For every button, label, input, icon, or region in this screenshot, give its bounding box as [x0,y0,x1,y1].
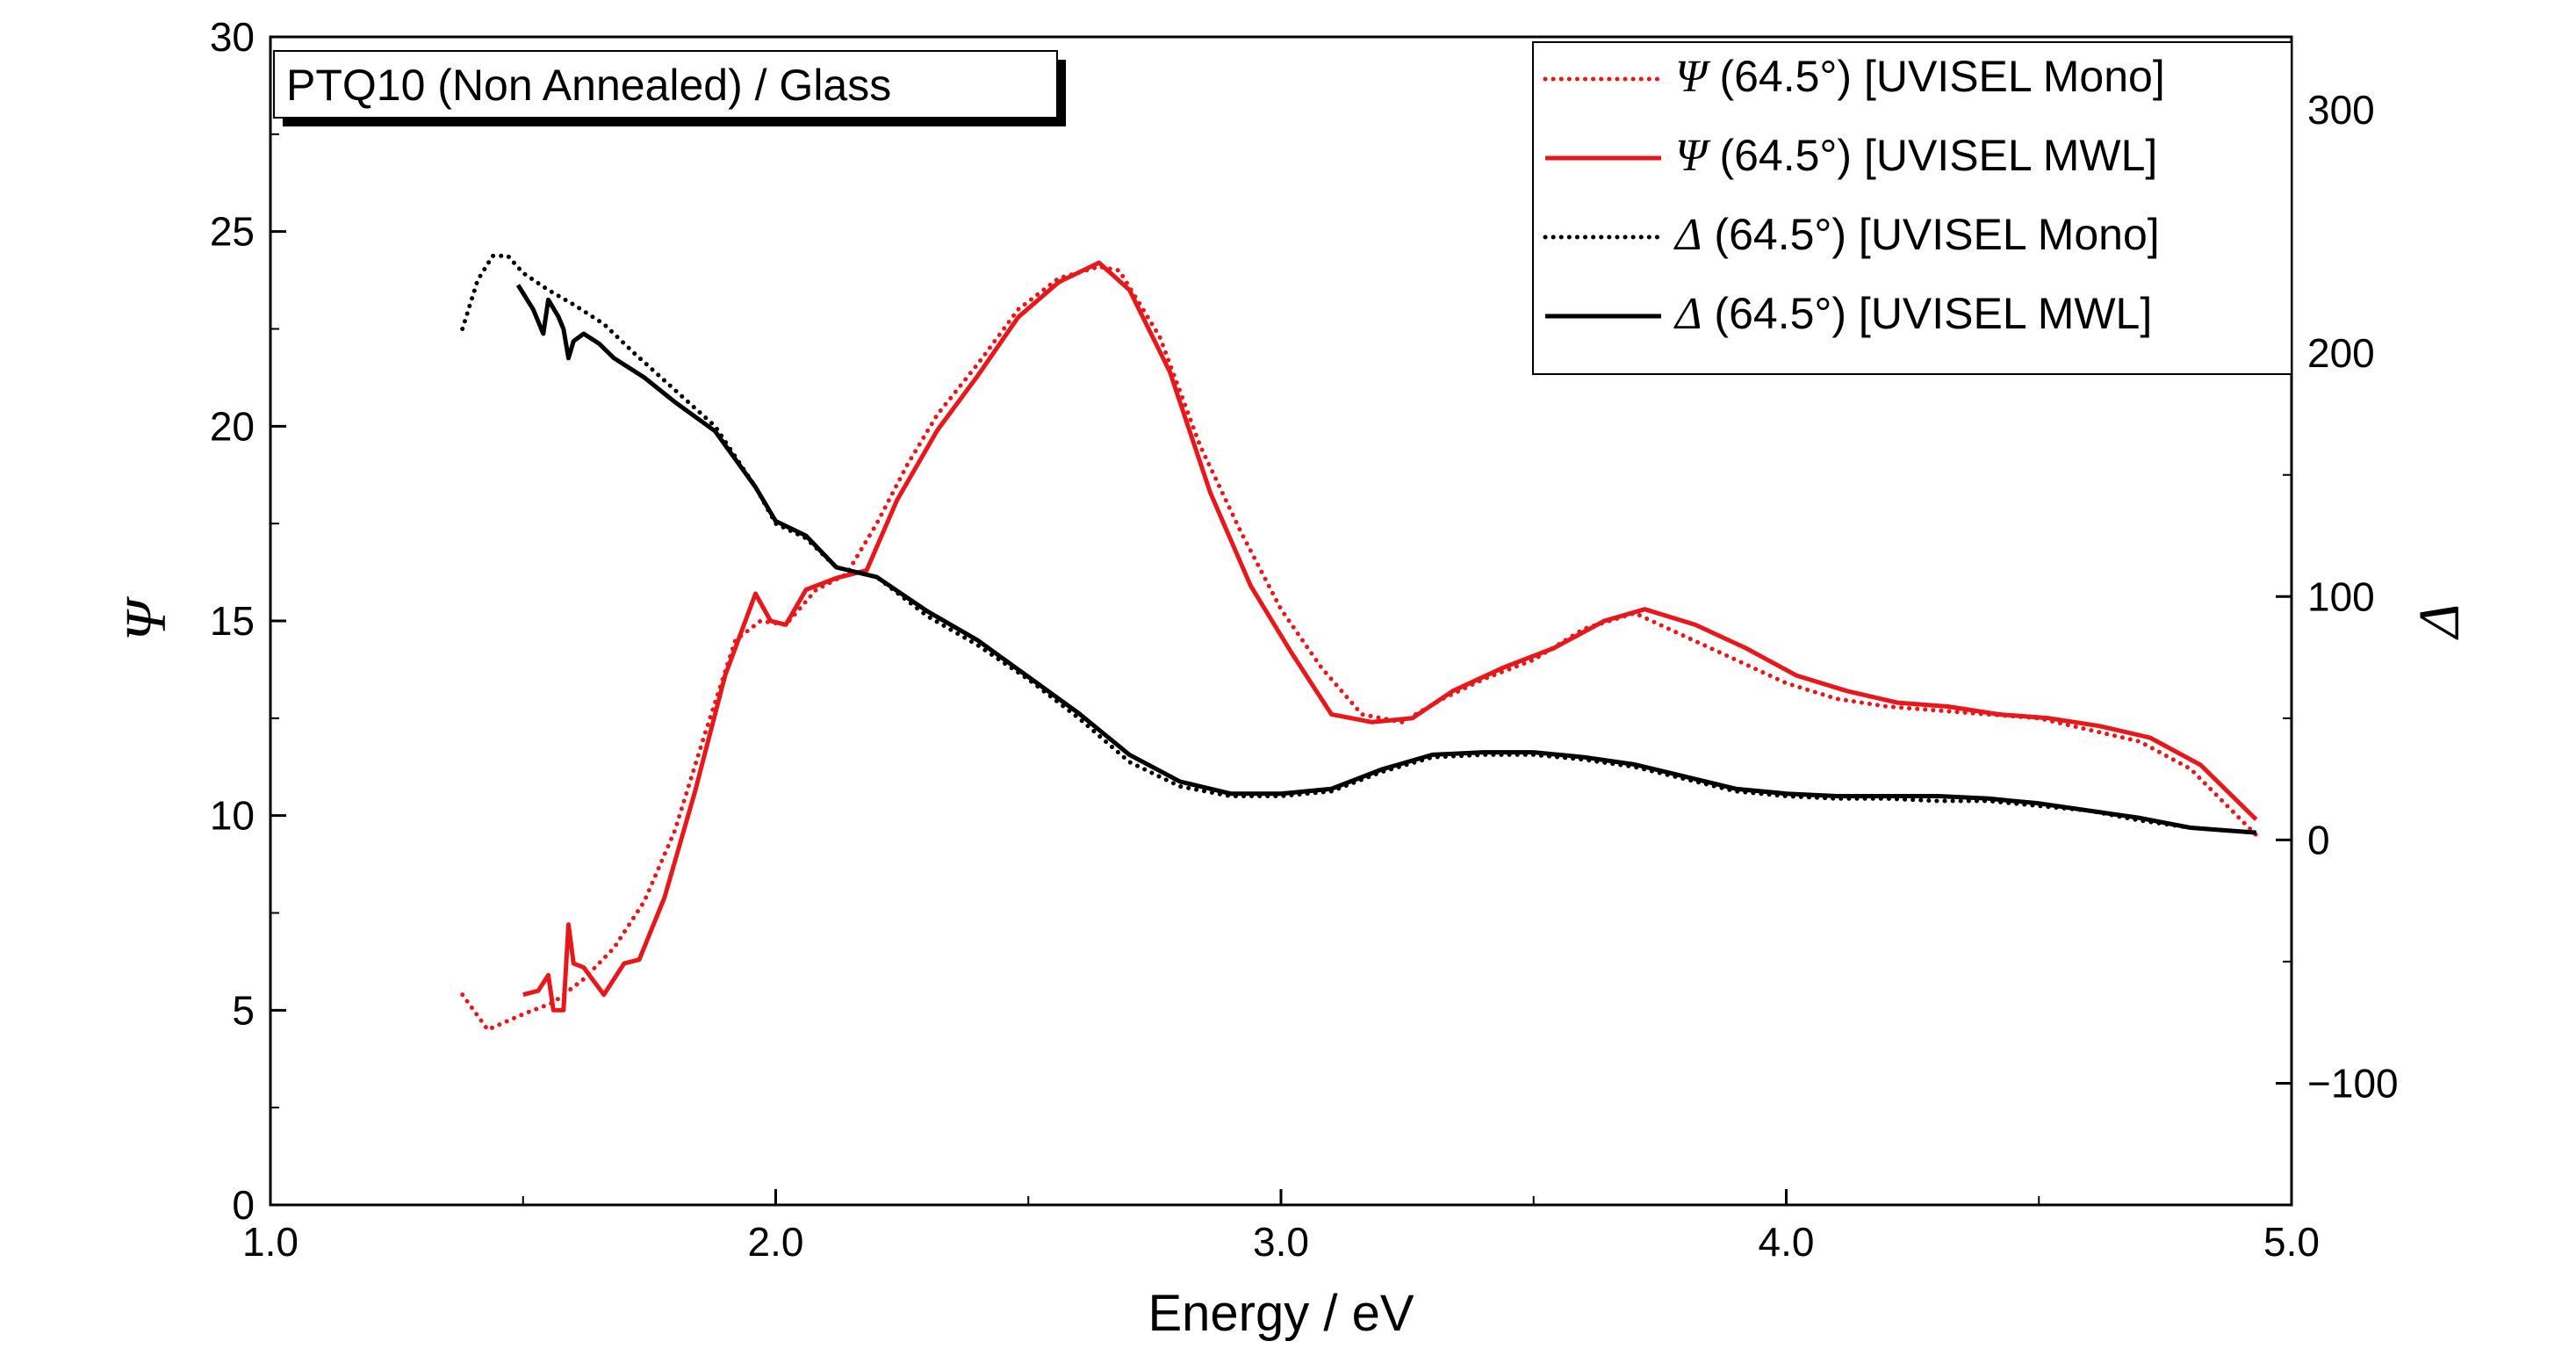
series-line-2 [522,260,2258,1013]
y-right-axis-title: Δ [2407,604,2472,641]
y-right-tick-label: 0 [2307,817,2330,862]
y-left-tick-label: 5 [232,987,255,1033]
legend-symbol: Δ [1673,289,1702,339]
x-tick-label: 4.0 [1759,1219,1815,1265]
sample-label: PTQ10 (Non Annealed) / Glass [286,61,891,110]
ticks-layer: 1.0 2.0 3.0 4.0 5.0 0 5 10 15 20 25 30 −100 0 100 200 30… [210,14,2399,1265]
x-tick-label: 5.0 [2263,1219,2320,1265]
legend-label-4: Δ (64.5°) [UVISEL MWL] [1673,289,2152,339]
legend-symbol: Ψ [1675,131,1711,181]
y-right-tick-label: 300 [2307,87,2375,133]
y-right-tick-label: 200 [2307,330,2375,376]
y-left-axis-title: Ψ [114,595,178,641]
legend-label-3: Δ (64.5°) [UVISEL Mono] [1673,210,2160,260]
sample-label-frame [273,50,1058,119]
x-axis-title: Energy / eV [1148,1285,1414,1342]
legend-label-2: Ψ (64.5°) [UVISEL MWL] [1675,131,2157,181]
series-line-4 [515,284,2256,835]
y-left-tick-label: 20 [210,403,255,449]
y-left-tick-label: 25 [210,209,255,255]
x-tick-label: 3.0 [1253,1219,1309,1265]
y-left-tick-label: 30 [210,14,255,60]
series-line-3 [460,253,2259,835]
y-right-tick-label: −100 [2307,1060,2399,1106]
series-layer [460,253,2259,1032]
y-left-tick-label: 0 [232,1182,255,1228]
legend-label-1: Ψ (64.5°) [UVISEL Mono] [1675,52,2165,102]
y-left-tick-label: 10 [210,793,255,839]
legend-label-text: (64.5°) [UVISEL Mono] [1708,52,2165,101]
legend-label-text: (64.5°) [UVISEL Mono] [1702,210,2160,259]
sample-label-box: PTQ10 (Non Annealed) / Glass [273,50,1066,126]
legend: Ψ (64.5°) [UVISEL Mono]Ψ (64.5°) [UVISEL… [1532,41,2292,375]
y-right-tick-label: 100 [2307,573,2375,619]
legend-label-text: (64.5°) [UVISEL MWL] [1708,131,2158,180]
y-left-tick-label: 15 [210,598,255,644]
legend-symbol: Δ [1673,210,1702,260]
x-tick-label: 2.0 [748,1219,804,1265]
legend-label-text: (64.5°) [UVISEL MWL] [1702,289,2153,338]
legend-symbol: Ψ [1675,52,1711,102]
x-tick-label: 1.0 [242,1219,299,1265]
series-line-1 [460,264,2259,1032]
legend-frame [1532,41,2292,375]
